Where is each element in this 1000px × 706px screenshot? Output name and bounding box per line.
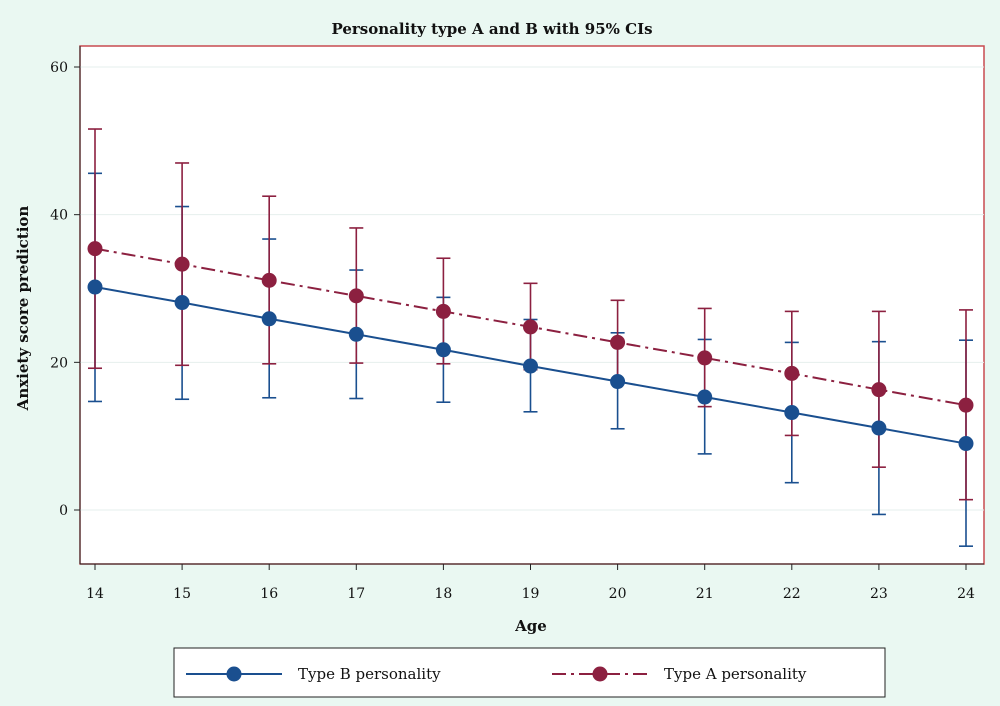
series-layer [87,128,974,547]
legend-marker [226,666,242,682]
data-point [784,405,800,421]
x-tick-label: 15 [173,586,191,602]
legend: Type B personality Type A personality [173,647,886,698]
data-point [958,436,974,452]
plot-frame [79,45,985,565]
y-tick-label: 0 [59,503,68,519]
data-point [523,358,538,374]
legend-box [173,647,886,698]
x-axis: 14 15 16 17 18 19 20 21 22 23 24 [80,563,984,602]
data-point [610,334,626,350]
data-point [261,272,277,288]
data-point [435,303,451,319]
data-point [784,365,800,381]
plot-area: 0 20 40 60 14 15 16 17 18 19 20 21 22 23 24 [50,45,985,602]
data-point [435,342,451,358]
legend-label: Type A personality [664,665,807,683]
x-tick-label: 17 [347,586,365,602]
data-point [697,350,713,366]
data-point [871,420,887,436]
legend-label: Type B personality [298,665,441,683]
data-point [87,241,103,257]
y-tick-label: 20 [50,355,68,371]
legend-items: Type B personality Type A personality [186,665,807,683]
chart-title: Personality type A and B with 95% CIs [331,20,652,38]
x-tick-label: 14 [86,586,104,602]
x-tick-label: 21 [696,586,714,602]
x-tick-label: 20 [609,586,627,602]
data-point [348,288,364,304]
x-tick-label: 22 [783,586,801,602]
data-point [523,319,538,335]
data-point [697,389,713,405]
y-tick-label: 40 [50,208,68,224]
data-point [174,256,190,272]
y-tick-label: 60 [50,60,68,76]
data-point [871,382,887,398]
x-tick-label: 19 [522,586,540,602]
x-axis-title: Age [514,617,547,635]
x-tick-label: 24 [957,586,975,602]
data-point [958,397,974,413]
y-axis-title: Anxiety score prediction [14,206,32,412]
legend-marker [592,666,608,682]
x-tick-label: 23 [870,586,888,602]
data-point [87,279,103,295]
data-point [348,326,364,342]
data-point [610,374,626,390]
x-tick-label: 16 [260,586,278,602]
data-point [261,311,277,327]
x-tick-label: 18 [434,586,452,602]
y-axis: 0 20 40 60 [50,46,81,564]
data-point [174,295,190,311]
